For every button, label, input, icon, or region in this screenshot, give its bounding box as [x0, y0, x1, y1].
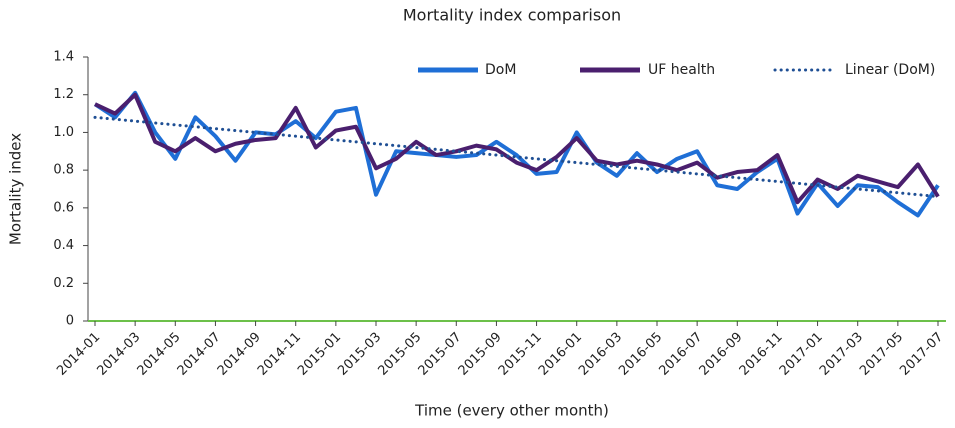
y-tick-label: 1.4 — [53, 50, 74, 65]
x-tick-label: 2017-01 — [777, 330, 826, 379]
legend-label: DoM — [485, 62, 516, 78]
x-tick-label: 2015-05 — [375, 330, 424, 379]
chart-title: Mortality index comparison — [403, 6, 621, 25]
series-line — [93, 90, 940, 218]
series-line — [94, 92, 940, 205]
x-tick-label: 2016-01 — [536, 330, 585, 379]
x-tick-label: 2014-05 — [135, 330, 184, 379]
y-tick-label: 0 — [66, 314, 74, 329]
y-tick-label: 0.6 — [53, 200, 74, 215]
x-tick-label: 2016-07 — [656, 330, 705, 379]
x-tick-label: 2014-11 — [255, 330, 304, 379]
x-tick-label: 2016-05 — [616, 330, 665, 379]
y-tick-label: 0.8 — [53, 163, 74, 178]
x-tick-label: 2014-03 — [94, 330, 143, 379]
x-tick-label: 2015-07 — [416, 330, 465, 379]
y-tick-label: 0.4 — [53, 238, 74, 253]
x-tick-label: 2016-11 — [737, 330, 786, 379]
x-tick-label: 2017-03 — [817, 330, 866, 379]
y-tick-label: 1.2 — [53, 87, 74, 102]
x-axis-title: Time (every other month) — [414, 402, 609, 420]
legend-label: Linear (DoM) — [845, 62, 935, 78]
legend-label: UF health — [648, 62, 715, 78]
x-tick-label: 2015-09 — [456, 330, 505, 379]
y-tick-label: 0.2 — [53, 276, 74, 291]
x-tick-label: 2014-01 — [54, 330, 103, 379]
x-tick-label: 2015-03 — [335, 330, 384, 379]
x-tick-label: 2014-09 — [215, 330, 264, 379]
series-line — [93, 115, 940, 199]
x-tick-label: 2015-11 — [496, 330, 545, 379]
x-tick-label: 2015-01 — [295, 330, 344, 379]
y-axis-title: Mortality index — [7, 133, 25, 245]
x-tick-label: 2017-07 — [897, 330, 946, 379]
x-tick-label: 2017-05 — [857, 330, 906, 379]
x-tick-label: 2014-07 — [175, 330, 224, 379]
x-tick-label: 2016-03 — [576, 330, 625, 379]
x-tick-label: 2016-09 — [697, 330, 746, 379]
y-tick-label: 1.0 — [53, 125, 74, 140]
